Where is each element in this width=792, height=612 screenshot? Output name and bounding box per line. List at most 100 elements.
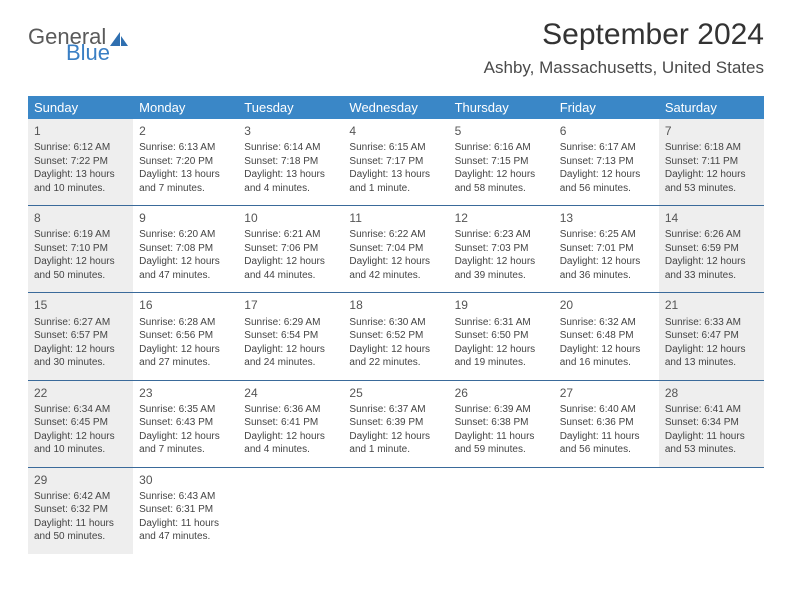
sunset-text: Sunset: 6:36 PM — [560, 416, 653, 430]
sunrise-text: Sunrise: 6:28 AM — [139, 316, 232, 330]
sunset-text: Sunset: 7:06 PM — [244, 242, 337, 256]
calendar-cell-empty — [343, 468, 448, 554]
calendar-cell: 24 Sunrise: 6:36 AMSunset: 6:41 PMDayligh… — [238, 381, 343, 467]
sunrise-text: Sunrise: 6:43 AM — [139, 490, 232, 504]
sunset-text: Sunset: 6:32 PM — [34, 503, 127, 517]
calendar-week: 29Sunrise: 6:42 AMSunset: 6:32 PMDayligh… — [28, 468, 764, 554]
calendar-cell: 28Sunrise: 6:41 AMSunset: 6:34 PMDayligh… — [659, 381, 764, 467]
sunrise-text: Sunrise: 6:27 AM — [34, 316, 127, 330]
sunrise-text: Sunrise: 6:18 AM — [665, 141, 758, 155]
sunset-text: Sunset: 6:43 PM — [139, 416, 232, 430]
sunrise-text: Sunrise: 6:13 AM — [139, 141, 232, 155]
day-number: 8 — [34, 210, 127, 226]
sunrise-text: Sunrise: 6:16 AM — [455, 141, 548, 155]
sunset-text: Sunset: 6:41 PM — [244, 416, 337, 430]
sunrise-text: Sunrise: 6:32 AM — [560, 316, 653, 330]
sunset-text: Sunset: 6:54 PM — [244, 329, 337, 343]
sunset-text: Sunset: 7:03 PM — [455, 242, 548, 256]
day-number: 17 — [244, 297, 337, 313]
sunset-text: Sunset: 7:20 PM — [139, 155, 232, 169]
sunset-text: Sunset: 6:45 PM — [34, 416, 127, 430]
calendar: SundayMondayTuesdayWednesdayThursdayFrid… — [28, 96, 764, 554]
calendar-cell: 1Sunrise: 6:12 AMSunset: 7:22 PMDaylight… — [28, 119, 133, 205]
daylight-text: Daylight: 12 hours and 13 minutes. — [665, 343, 758, 370]
daylight-text: Daylight: 12 hours and 4 minutes. — [244, 430, 337, 457]
day-header-cell: Thursday — [449, 96, 554, 119]
daylight-text: Daylight: 12 hours and 56 minutes. — [560, 168, 653, 195]
day-header-row: SundayMondayTuesdayWednesdayThursdayFrid… — [28, 96, 764, 119]
sunset-text: Sunset: 6:31 PM — [139, 503, 232, 517]
calendar-cell: 30 Sunrise: 6:43 AMSunset: 6:31 PMDayligh… — [133, 468, 238, 554]
sunrise-text: Sunrise: 6:42 AM — [34, 490, 127, 504]
day-number: 15 — [34, 297, 127, 313]
day-number: 22 — [34, 385, 127, 401]
day-header-cell: Monday — [133, 96, 238, 119]
sunrise-text: Sunrise: 6:20 AM — [139, 228, 232, 242]
day-number: 19 — [455, 297, 548, 313]
sunset-text: Sunset: 6:57 PM — [34, 329, 127, 343]
sunrise-text: Sunrise: 6:41 AM — [665, 403, 758, 417]
sunset-text: Sunset: 6:48 PM — [560, 329, 653, 343]
daylight-text: Daylight: 11 hours and 50 minutes. — [34, 517, 127, 544]
sunrise-text: Sunrise: 6:22 AM — [349, 228, 442, 242]
day-number: 28 — [665, 385, 758, 401]
sunset-text: Sunset: 7:11 PM — [665, 155, 758, 169]
daylight-text: Daylight: 12 hours and 1 minute. — [349, 430, 442, 457]
sunset-text: Sunset: 7:08 PM — [139, 242, 232, 256]
daylight-text: Daylight: 12 hours and 30 minutes. — [34, 343, 127, 370]
day-number: 25 — [349, 385, 442, 401]
calendar-body: 1Sunrise: 6:12 AMSunset: 7:22 PMDaylight… — [28, 119, 764, 554]
daylight-text: Daylight: 12 hours and 22 minutes. — [349, 343, 442, 370]
daylight-text: Daylight: 12 hours and 58 minutes. — [455, 168, 548, 195]
day-number: 10 — [244, 210, 337, 226]
day-header-cell: Saturday — [659, 96, 764, 119]
calendar-week: 22Sunrise: 6:34 AMSunset: 6:45 PMDayligh… — [28, 381, 764, 468]
daylight-text: Daylight: 12 hours and 42 minutes. — [349, 255, 442, 282]
day-number: 30 — [139, 472, 232, 488]
calendar-cell-empty — [554, 468, 659, 554]
day-number: 4 — [349, 123, 442, 139]
sunrise-text: Sunrise: 6:29 AM — [244, 316, 337, 330]
daylight-text: Daylight: 11 hours and 47 minutes. — [139, 517, 232, 544]
calendar-cell: 11Sunrise: 6:22 AMSunset: 7:04 PMDayligh… — [343, 206, 448, 292]
sunrise-text: Sunrise: 6:21 AM — [244, 228, 337, 242]
sunset-text: Sunset: 6:47 PM — [665, 329, 758, 343]
day-number: 12 — [455, 210, 548, 226]
calendar-cell: 26Sunrise: 6:39 AMSunset: 6:38 PMDayligh… — [449, 381, 554, 467]
sunrise-text: Sunrise: 6:36 AM — [244, 403, 337, 417]
sunrise-text: Sunrise: 6:40 AM — [560, 403, 653, 417]
sunrise-text: Sunrise: 6:31 AM — [455, 316, 548, 330]
daylight-text: Daylight: 12 hours and 24 minutes. — [244, 343, 337, 370]
calendar-cell: 14Sunrise: 6:26 AMSunset: 6:59 PMDayligh… — [659, 206, 764, 292]
calendar-week: 1Sunrise: 6:12 AMSunset: 7:22 PMDaylight… — [28, 119, 764, 206]
daylight-text: Daylight: 11 hours and 59 minutes. — [455, 430, 548, 457]
day-number: 24 — [244, 385, 337, 401]
sunset-text: Sunset: 7:17 PM — [349, 155, 442, 169]
calendar-cell: 18Sunrise: 6:30 AMSunset: 6:52 PMDayligh… — [343, 293, 448, 379]
page-title: September 2024 — [484, 18, 764, 52]
calendar-cell-empty — [659, 468, 764, 554]
sunrise-text: Sunrise: 6:14 AM — [244, 141, 337, 155]
calendar-cell: 7Sunrise: 6:18 AMSunset: 7:11 PMDaylight… — [659, 119, 764, 205]
title-block: September 2024 Ashby, Massachusetts, Uni… — [484, 18, 764, 78]
calendar-cell: 9Sunrise: 6:20 AMSunset: 7:08 PMDaylight… — [133, 206, 238, 292]
sunrise-text: Sunrise: 6:30 AM — [349, 316, 442, 330]
day-number: 11 — [349, 210, 442, 226]
calendar-cell: 20Sunrise: 6:32 AMSunset: 6:48 PMDayligh… — [554, 293, 659, 379]
calendar-cell: 16Sunrise: 6:28 AMSunset: 6:56 PMDayligh… — [133, 293, 238, 379]
daylight-text: Daylight: 13 hours and 1 minute. — [349, 168, 442, 195]
calendar-cell: 6Sunrise: 6:17 AMSunset: 7:13 PMDaylight… — [554, 119, 659, 205]
sunset-text: Sunset: 6:38 PM — [455, 416, 548, 430]
day-number: 2 — [139, 123, 232, 139]
day-header-cell: Friday — [554, 96, 659, 119]
calendar-cell: 15 Sunrise: 6:27 AMSunset: 6:57 PMDayligh… — [28, 293, 133, 379]
sunset-text: Sunset: 6:39 PM — [349, 416, 442, 430]
logo-word-blue: Blue — [66, 42, 130, 64]
calendar-cell: 13Sunrise: 6:25 AMSunset: 7:01 PMDayligh… — [554, 206, 659, 292]
daylight-text: Daylight: 12 hours and 33 minutes. — [665, 255, 758, 282]
calendar-cell: 25Sunrise: 6:37 AMSunset: 6:39 PMDayligh… — [343, 381, 448, 467]
sunset-text: Sunset: 6:50 PM — [455, 329, 548, 343]
daylight-text: Daylight: 12 hours and 47 minutes. — [139, 255, 232, 282]
daylight-text: Daylight: 12 hours and 27 minutes. — [139, 343, 232, 370]
day-number: 5 — [455, 123, 548, 139]
